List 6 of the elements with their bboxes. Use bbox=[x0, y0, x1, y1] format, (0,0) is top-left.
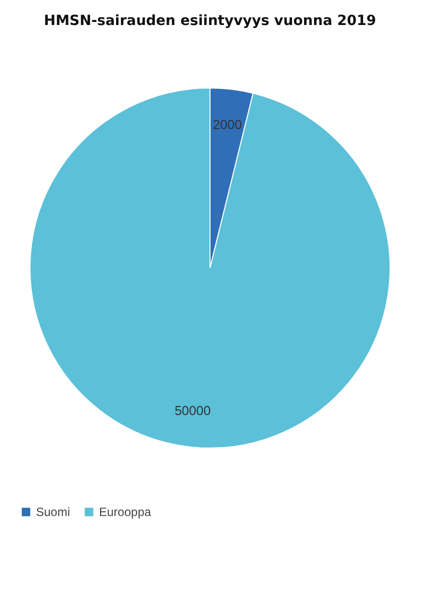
pie-slice bbox=[30, 88, 390, 448]
legend-label: Eurooppa bbox=[99, 505, 152, 519]
data-label: 50000 bbox=[174, 402, 211, 418]
data-label: 2000 bbox=[212, 117, 242, 132]
legend-label: Suomi bbox=[36, 505, 70, 519]
chart-title: HMSN-sairauden esiintyvyys vuonna 2019 bbox=[44, 13, 376, 29]
